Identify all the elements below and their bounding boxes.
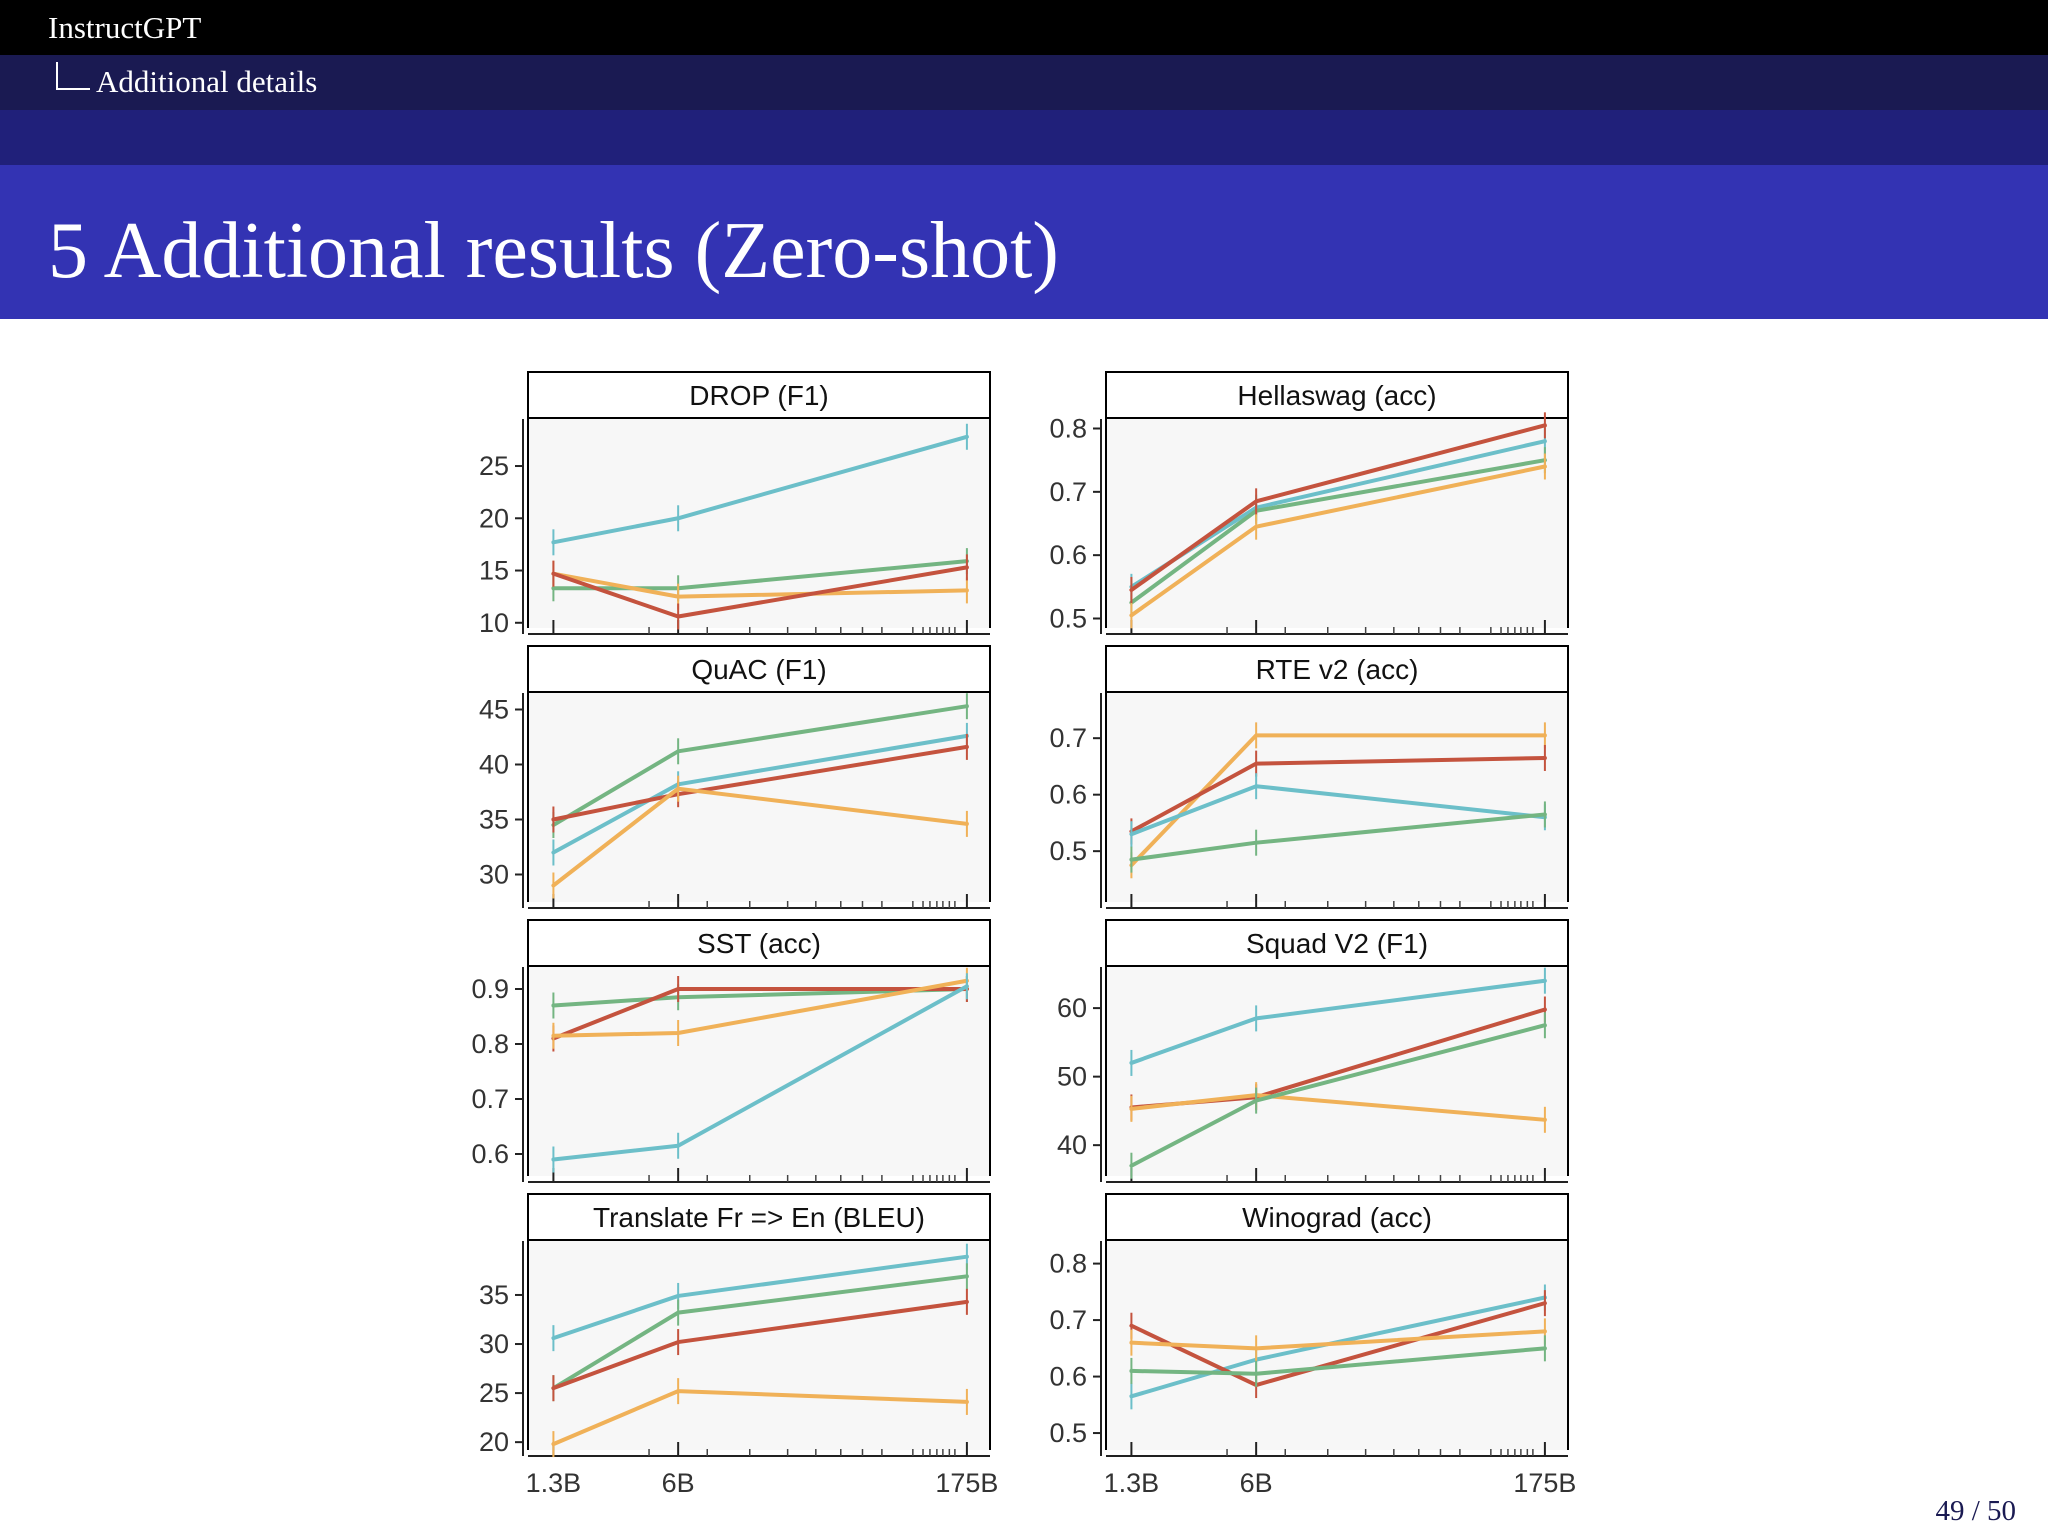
panel-title: QuAC (F1) xyxy=(691,654,826,685)
presentation-title[interactable]: InstructGPT xyxy=(48,10,202,45)
chart-panel: Hellaswag (acc) 0.5 0.6 0.7 0.8 xyxy=(1049,371,1569,635)
panel-title: Squad V2 (F1) xyxy=(1246,928,1428,959)
chart-panel: QuAC (F1) 30 35 40 45 xyxy=(479,645,991,909)
y-tick-label: 20 xyxy=(479,503,509,533)
chart-panel: DROP (F1) 10 15 20 25 xyxy=(479,371,991,638)
y-tick-label: 0.8 xyxy=(1049,1249,1087,1279)
y-tick-label: 0.9 xyxy=(471,974,509,1004)
y-tick-label: 35 xyxy=(479,805,509,835)
x-tick-label: 6B xyxy=(662,1468,695,1498)
y-tick-label: 0.7 xyxy=(1049,477,1087,507)
tree-branch-icon xyxy=(56,62,90,90)
header-bar xyxy=(0,0,2048,55)
x-tick-label: 175B xyxy=(1513,1468,1576,1498)
y-tick-label: 30 xyxy=(479,860,509,890)
y-tick-label: 60 xyxy=(1057,993,1087,1023)
x-tick-label: 175B xyxy=(935,1468,998,1498)
section-title[interactable]: Additional details xyxy=(96,64,318,99)
plot-background xyxy=(1106,693,1568,902)
y-tick-label: 40 xyxy=(479,750,509,780)
panel-title-box xyxy=(1105,1193,1569,1241)
chart-panel: Translate Fr => En (BLEU) 20 25 30 35 1.3B 6B 1… xyxy=(479,1193,998,1498)
panel-title-box xyxy=(527,919,991,967)
y-tick-label: 0.7 xyxy=(471,1084,509,1114)
y-tick-label: 25 xyxy=(479,451,509,481)
section-bar xyxy=(0,55,2048,110)
panel-title: RTE v2 (acc) xyxy=(1256,654,1419,685)
page-number[interactable]: 49 / 50 xyxy=(1935,1495,2016,1527)
panel-title-box xyxy=(1105,645,1569,693)
y-tick-label: 0.6 xyxy=(471,1139,509,1169)
y-tick-label: 0.7 xyxy=(1049,723,1087,753)
y-tick-label: 50 xyxy=(1057,1062,1087,1092)
y-tick-label: 0.6 xyxy=(1049,780,1087,810)
x-tick-label: 1.3B xyxy=(526,1468,582,1498)
panel-title-box xyxy=(1105,919,1569,967)
y-tick-label: 25 xyxy=(479,1378,509,1408)
panel-title-box xyxy=(1105,371,1569,419)
panel-title: Hellaswag (acc) xyxy=(1237,380,1436,411)
y-tick-label: 0.5 xyxy=(1049,604,1087,634)
panel-title: Translate Fr => En (BLEU) xyxy=(593,1202,925,1233)
x-tick-label: 6B xyxy=(1240,1468,1273,1498)
chart-panel: SST (acc) 0.6 0.7 0.8 0.9 xyxy=(471,919,991,1183)
y-tick-label: 35 xyxy=(479,1280,509,1310)
y-tick-label: 0.5 xyxy=(1049,836,1087,866)
y-tick-label: 0.5 xyxy=(1049,1418,1087,1448)
chart-panel: Squad V2 (F1) 40 50 60 xyxy=(1057,919,1569,1183)
plot-background xyxy=(528,967,990,1176)
panel-title-box xyxy=(527,645,991,693)
plot-background xyxy=(528,1241,990,1450)
y-tick-label: 10 xyxy=(479,608,509,638)
chart-panel: RTE v2 (acc) 0.5 0.6 0.7 xyxy=(1049,645,1569,909)
frame-title: 5 Additional results (Zero-shot) xyxy=(48,207,1059,295)
y-tick-label: 20 xyxy=(479,1427,509,1457)
chart-panel: Winograd (acc) 0.5 0.6 0.7 0.8 1.3B 6B 175B xyxy=(1049,1193,1576,1498)
y-tick-label: 0.6 xyxy=(1049,1362,1087,1392)
y-tick-label: 0.6 xyxy=(1049,540,1087,570)
y-tick-label: 40 xyxy=(1057,1130,1087,1160)
y-tick-label: 0.7 xyxy=(1049,1305,1087,1335)
y-tick-label: 0.8 xyxy=(1049,414,1087,444)
panel-title: DROP (F1) xyxy=(689,380,829,411)
x-tick-label: 1.3B xyxy=(1104,1468,1160,1498)
panel-title: SST (acc) xyxy=(697,928,821,959)
panel-title-box xyxy=(527,1193,991,1241)
y-tick-label: 15 xyxy=(479,556,509,586)
y-tick-label: 30 xyxy=(479,1329,509,1359)
panel-title: Winograd (acc) xyxy=(1242,1202,1432,1233)
y-tick-label: 45 xyxy=(479,695,509,725)
panel-title-box xyxy=(527,371,991,419)
frame-title-bar xyxy=(0,165,2048,319)
y-tick-label: 0.8 xyxy=(471,1029,509,1059)
subsection-bar xyxy=(0,110,2048,165)
